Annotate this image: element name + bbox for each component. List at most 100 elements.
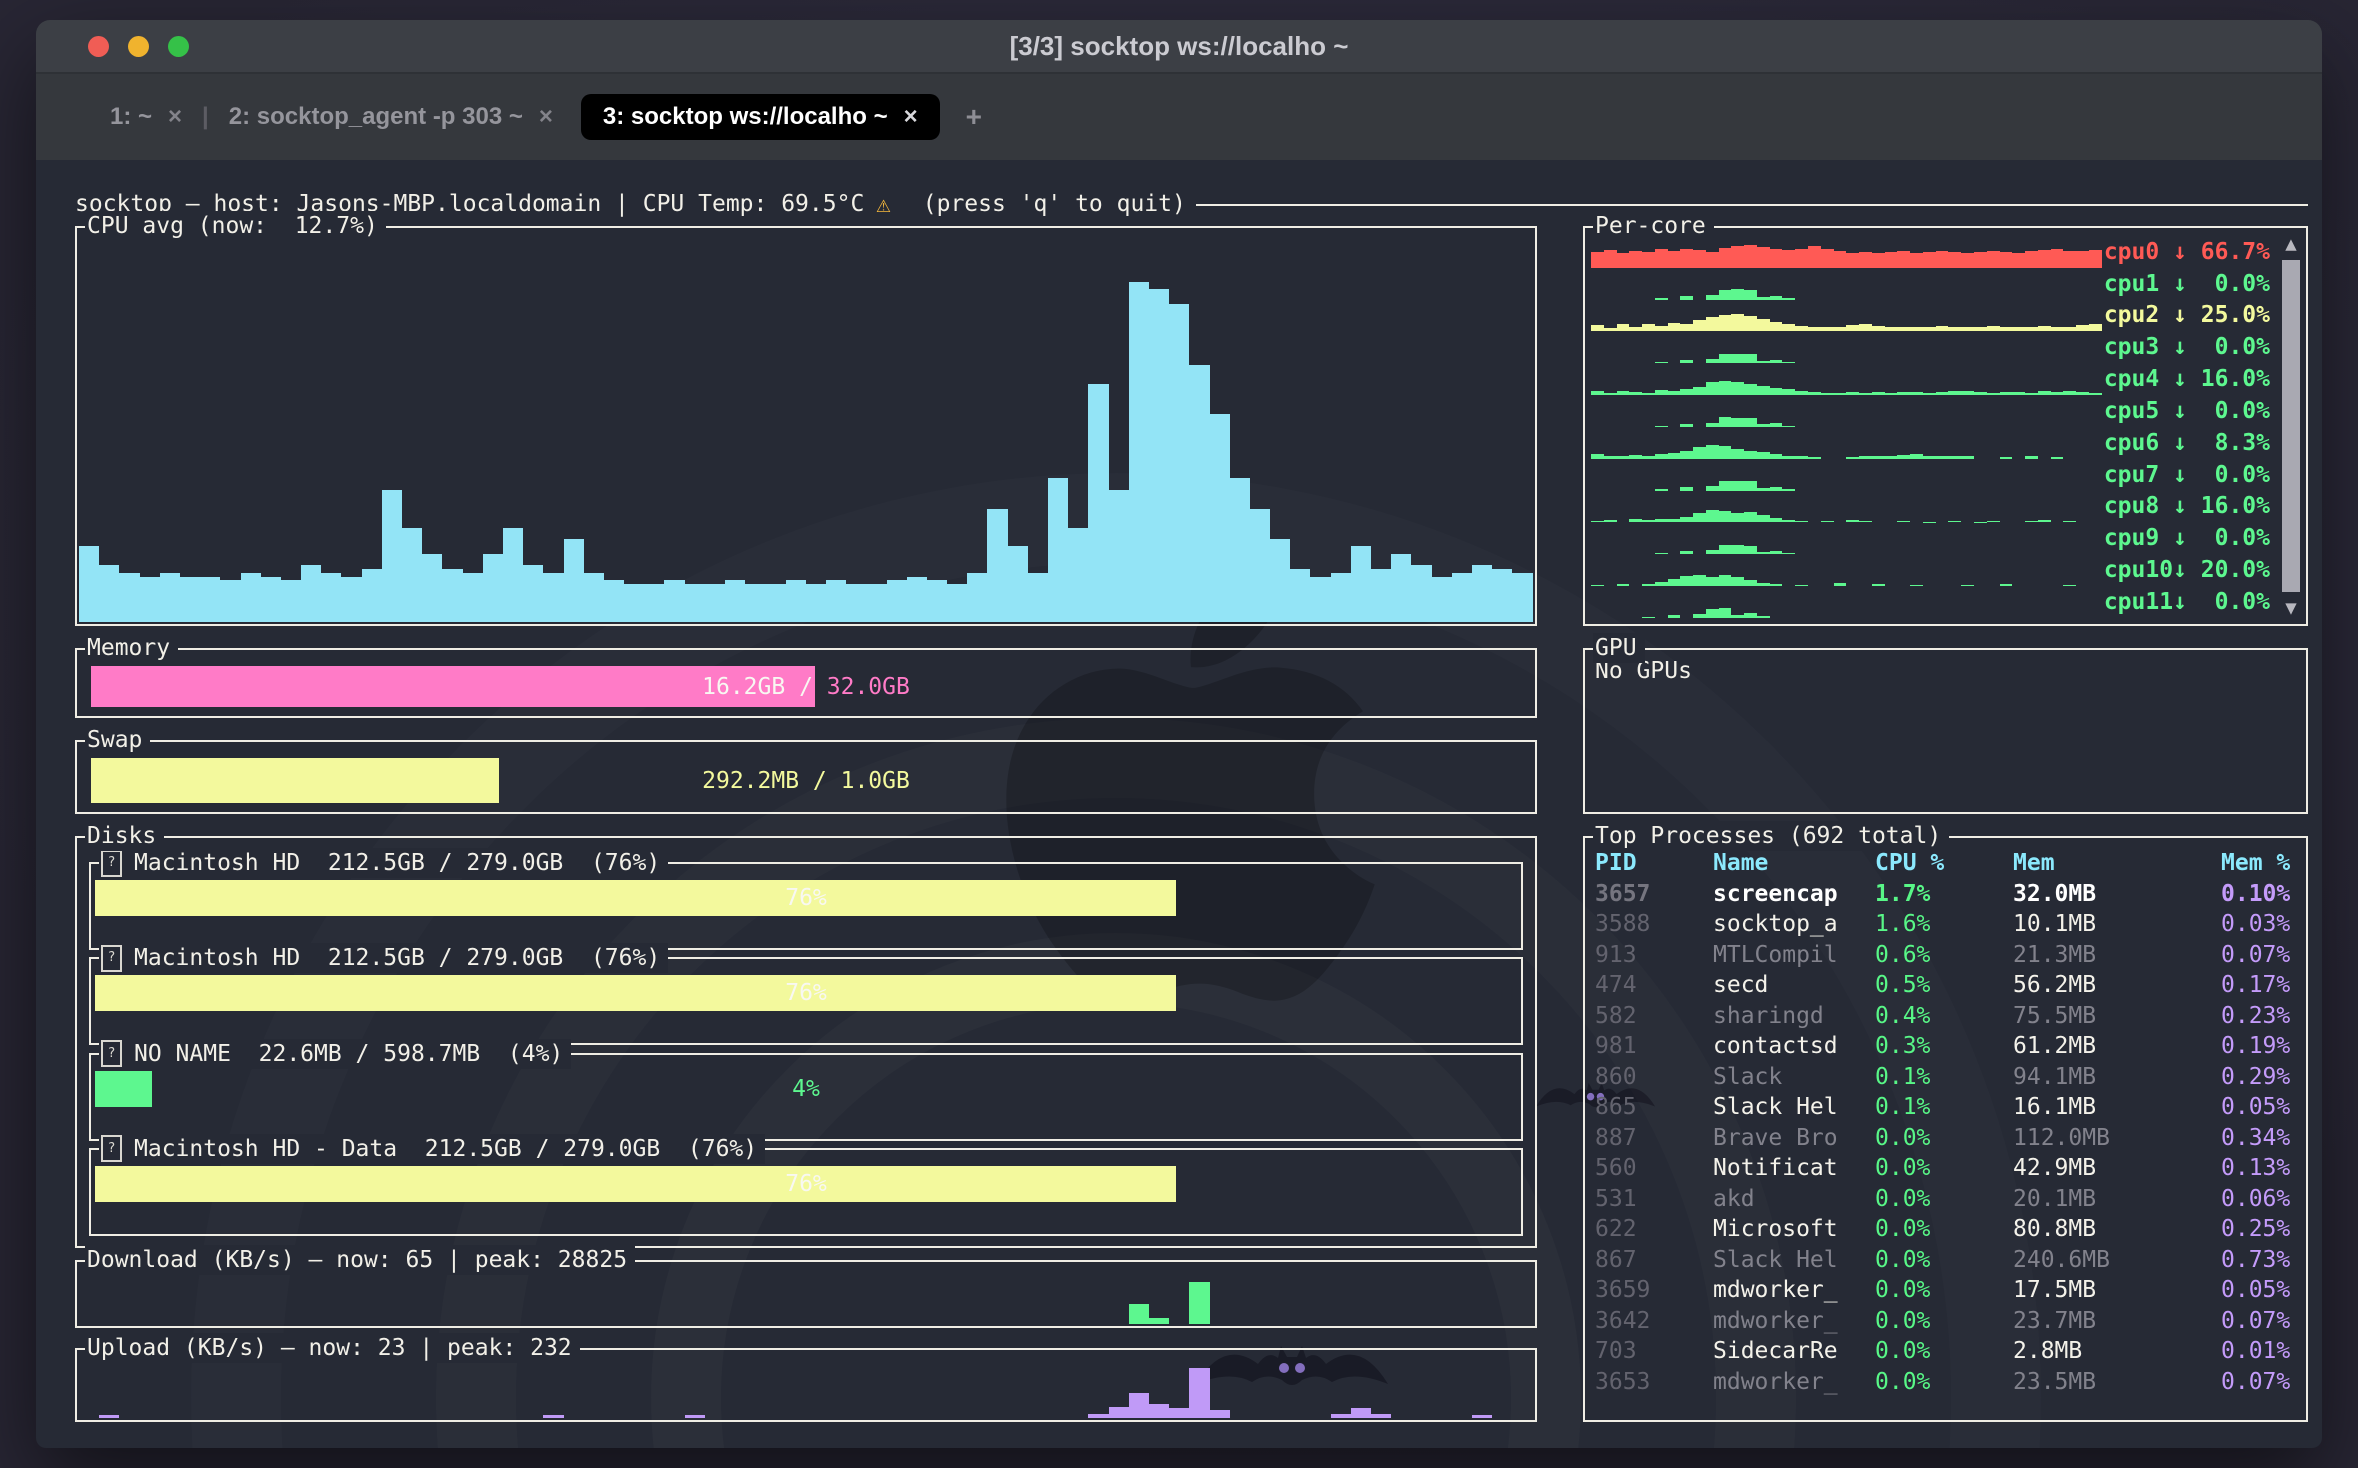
chart-bar [1795, 325, 1809, 332]
process-cell-pmemp: 0.34% [2221, 1124, 2291, 1151]
percore-row-cpu10: cpu10↓ 20.0% [1591, 554, 2278, 587]
chart-bar [1782, 455, 1796, 459]
process-row[interactable]: 3642 mdworker_ 0.0% 23.7MB 0.07% [1595, 1306, 2300, 1337]
chart-bar [1973, 326, 1987, 332]
chart-bar [1169, 304, 1190, 622]
chart-bar [1782, 389, 1796, 396]
chart-bar [1270, 538, 1291, 622]
process-row[interactable]: 622 Microsoft 0.0% 80.8MB 0.25% [1595, 1214, 2300, 1245]
chart-bar [1859, 392, 1872, 396]
process-row[interactable]: 703 SidecarRe 0.0% 2.8MB 0.01% [1595, 1336, 2300, 1367]
chart-bar [1859, 456, 1872, 459]
chart-bar [1642, 583, 1655, 587]
chart-bar [1654, 425, 1668, 427]
chart-bar [1718, 380, 1732, 396]
process-row[interactable]: 474 secd 0.5% 56.2MB 0.17% [1595, 970, 2300, 1001]
tab-1[interactable]: 1: ~ × [96, 94, 196, 140]
chart-bar [1769, 584, 1783, 587]
process-row[interactable]: 531 akd 0.0% 20.1MB 0.06% [1595, 1184, 2300, 1215]
scrollbar-thumb[interactable] [2282, 260, 2300, 592]
process-cell-pmem: 80.8MB [2013, 1216, 2097, 1242]
process-row[interactable]: 981 contactsd 0.3% 61.2MB 0.19% [1595, 1031, 2300, 1062]
chart-bar [1935, 456, 1949, 459]
header-rule [1195, 204, 2308, 206]
tab-close-icon[interactable]: × [538, 103, 553, 130]
disk-usage-label: 4% [792, 1075, 820, 1102]
chart-bar [967, 572, 988, 622]
zoom-window-button[interactable] [168, 35, 189, 57]
chart-bar [462, 572, 483, 622]
process-row[interactable]: 887 Brave Bro 0.0% 112.0MB 0.34% [1595, 1123, 2300, 1154]
chart-bar [1718, 481, 1732, 491]
process-cell-pmem: 16.1MB [2013, 1094, 2097, 1120]
process-cell-pmemp: 0.29% [2221, 1063, 2291, 1090]
process-row[interactable]: 867 Slack Hel 0.0% 240.6MB 0.73% [1595, 1245, 2300, 1276]
process-cell-pmemp: 0.07% [2221, 1307, 2291, 1334]
process-cell-pmemp: 0.19% [2221, 1033, 2291, 1059]
process-column-header[interactable]: PID [1595, 850, 1637, 876]
chart-bar [1391, 553, 1412, 622]
scroll-down-icon[interactable]: ▼ [2285, 597, 2297, 619]
process-row[interactable]: 3653 mdworker_ 0.0% 23.5MB 0.07% [1595, 1367, 2300, 1398]
chart-bar [1935, 250, 1949, 268]
chart-bar [1820, 392, 1834, 396]
chart-bar [1705, 608, 1719, 618]
chart-bar [1642, 519, 1655, 523]
process-column-header[interactable]: Name [1713, 850, 1769, 876]
chart-bar [1922, 521, 1936, 523]
chart-bar [866, 584, 887, 622]
percore-sparkline [1591, 459, 2102, 491]
chart-bar [1680, 360, 1694, 364]
process-column-header[interactable]: Mem % [2221, 850, 2291, 876]
memory-panel: Memory 16.2GB / 32.0GB [75, 633, 1537, 718]
process-cell-pid: 3659 [1595, 1277, 1651, 1303]
process-column-header[interactable]: Mem [2013, 850, 2055, 876]
process-row[interactable]: 860 Slack 0.1% 94.1MB 0.29% [1595, 1062, 2300, 1093]
tab-3[interactable]: 3: socktop ws://localho ~ × [580, 94, 940, 140]
chart-bar [1718, 314, 1732, 332]
new-tab-button[interactable]: + [965, 101, 982, 132]
chart-bar [563, 538, 584, 622]
process-cell-pmemp: 0.25% [2221, 1216, 2291, 1242]
percore-sparkline [1591, 395, 2102, 427]
chart-bar [1088, 383, 1109, 622]
process-row[interactable]: 3659 mdworker_ 0.0% 17.5MB 0.05% [1595, 1275, 2300, 1306]
chart-bar [1769, 423, 1783, 427]
chart-bar [1680, 450, 1694, 459]
chart-bar [1846, 456, 1860, 459]
process-row[interactable]: 560 Notificat 0.0% 42.9MB 0.13% [1595, 1153, 2300, 1184]
chart-bar [179, 576, 201, 622]
percore-sparkline [1591, 522, 2102, 555]
cpu-avg-title: CPU avg (now: 12.7%) [85, 211, 386, 241]
chart-bar [1782, 553, 1796, 555]
memory-total: 32.0GB [826, 673, 910, 700]
process-row[interactable]: 3657 screencap 1.7% 32.0MB 0.10% [1595, 879, 2300, 910]
tab-2[interactable]: 2: socktop_agent -p 303 ~ × [215, 94, 567, 140]
chart-bar [543, 1414, 564, 1418]
process-row[interactable]: 3588 socktop_a 1.6% 10.1MB 0.03% [1595, 909, 2300, 940]
chart-bar [1744, 579, 1757, 587]
process-row[interactable]: 582 sharingd 0.4% 75.5MB 0.23% [1595, 1001, 2300, 1032]
process-row[interactable]: 865 Slack Hel 0.1% 16.1MB 0.05% [1595, 1092, 2300, 1123]
minimize-window-button[interactable] [128, 35, 149, 57]
window-titlebar[interactable]: [3/3] socktop ws://localho ~ [36, 20, 2322, 72]
tab-close-icon[interactable]: × [168, 103, 183, 130]
swap-bar-fill [91, 758, 499, 803]
disk-usage-label: 76% [785, 1170, 827, 1197]
process-cell-pmem: 56.2MB [2013, 972, 2097, 998]
process-column-header[interactable]: CPU % [1875, 850, 1945, 876]
process-cell-pid: 867 [1595, 1246, 1637, 1273]
process-cell-pmemp: 0.01% [2221, 1338, 2291, 1364]
percore-scrollbar[interactable]: ▲ ▼ [2278, 230, 2304, 622]
swap-bar-label: 292.2MB / 1.0GB [702, 767, 910, 794]
process-cell-pname: akd [1713, 1185, 1755, 1212]
chart-bar [1731, 381, 1745, 396]
memory-bar-label: 16.2GB / 32.0GB [91, 666, 1521, 707]
scroll-up-icon[interactable]: ▲ [2285, 233, 2297, 255]
process-row[interactable]: 913 MTLCompil 0.6% 21.3MB 0.07% [1595, 940, 2300, 971]
tab-close-icon[interactable]: × [903, 103, 918, 130]
chart-bar [1769, 359, 1783, 364]
chart-bar [1629, 251, 1643, 268]
close-window-button[interactable] [88, 35, 109, 57]
process-cell-pmemp: 0.05% [2221, 1277, 2291, 1303]
